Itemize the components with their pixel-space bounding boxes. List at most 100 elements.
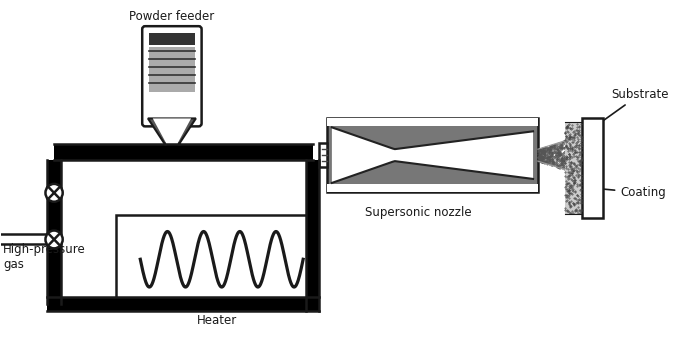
Point — [548, 160, 559, 165]
Point — [560, 181, 571, 186]
Point — [540, 150, 551, 155]
Point — [558, 152, 569, 158]
Point — [539, 155, 550, 161]
Point — [557, 156, 567, 161]
Point — [554, 150, 565, 155]
Point — [557, 160, 567, 166]
Point — [543, 146, 554, 152]
Point — [562, 136, 573, 142]
Point — [566, 155, 577, 160]
Point — [567, 187, 578, 193]
Point — [565, 168, 576, 173]
Point — [570, 149, 581, 155]
Point — [563, 166, 574, 172]
Point — [566, 137, 577, 142]
Point — [535, 150, 546, 156]
Point — [556, 160, 567, 165]
Point — [556, 152, 567, 157]
Point — [575, 208, 586, 213]
Point — [574, 210, 585, 215]
Point — [547, 159, 558, 164]
Bar — [54, 144, 313, 160]
Point — [560, 165, 571, 170]
Point — [567, 159, 578, 165]
Point — [533, 158, 544, 164]
Point — [568, 201, 579, 207]
Point — [546, 150, 557, 156]
Point — [569, 144, 580, 149]
Point — [555, 145, 566, 150]
Point — [564, 151, 575, 156]
Point — [535, 158, 546, 163]
Point — [560, 158, 571, 164]
Point — [567, 139, 578, 145]
Point — [540, 149, 551, 155]
Point — [556, 155, 567, 161]
Point — [576, 208, 587, 213]
Point — [565, 152, 576, 158]
Point — [563, 188, 574, 193]
Point — [538, 155, 549, 161]
Point — [555, 158, 566, 163]
Point — [554, 158, 565, 163]
Point — [545, 153, 556, 158]
Point — [568, 169, 579, 174]
Point — [544, 146, 555, 152]
Point — [561, 146, 572, 151]
Point — [568, 165, 579, 171]
Point — [570, 139, 581, 145]
Point — [576, 194, 586, 200]
Point — [543, 158, 554, 163]
Point — [565, 182, 576, 188]
Point — [555, 152, 566, 157]
Point — [559, 141, 570, 146]
Point — [547, 143, 558, 148]
Point — [533, 154, 544, 159]
Point — [567, 166, 578, 171]
Point — [563, 154, 574, 159]
Point — [553, 145, 564, 151]
Point — [550, 149, 561, 154]
Point — [553, 162, 564, 168]
Point — [538, 145, 549, 151]
Point — [540, 152, 551, 157]
Point — [569, 157, 580, 162]
Point — [555, 156, 565, 162]
Point — [567, 177, 578, 182]
Point — [570, 208, 580, 213]
Point — [557, 154, 567, 159]
Point — [539, 160, 550, 166]
Point — [567, 142, 578, 147]
Point — [569, 135, 580, 141]
Point — [549, 142, 559, 147]
Point — [542, 154, 553, 160]
Circle shape — [45, 231, 62, 248]
Point — [542, 156, 553, 161]
Point — [551, 161, 561, 166]
Point — [565, 160, 576, 166]
Point — [570, 145, 580, 150]
Point — [574, 209, 585, 214]
Point — [563, 160, 574, 166]
Point — [556, 162, 567, 168]
Point — [573, 172, 584, 177]
Point — [538, 157, 549, 162]
Point — [551, 144, 562, 149]
Point — [564, 153, 575, 158]
Point — [567, 184, 578, 190]
Point — [553, 156, 564, 161]
Point — [555, 165, 565, 171]
Point — [537, 148, 548, 154]
Point — [552, 155, 563, 160]
Point — [543, 158, 554, 163]
Point — [570, 160, 581, 165]
Point — [545, 146, 556, 152]
Point — [539, 158, 550, 164]
Point — [550, 142, 561, 147]
Point — [534, 152, 545, 158]
Point — [569, 166, 580, 171]
Point — [553, 158, 564, 164]
Point — [568, 136, 579, 141]
Point — [549, 155, 560, 161]
Point — [570, 208, 580, 213]
